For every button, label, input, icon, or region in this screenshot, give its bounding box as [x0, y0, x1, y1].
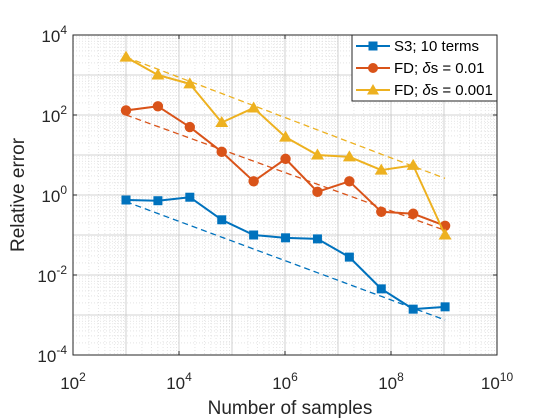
x-tick-label-base: 10 [378, 374, 397, 393]
legend-marker-square [368, 41, 378, 51]
data-point-square [408, 304, 418, 314]
x-tick-label-exponent: 4 [185, 370, 192, 384]
legend-item-fd-001[interactable]: FD; δs = 0.01 [356, 60, 484, 77]
y-tick-label-base: 10 [41, 187, 60, 206]
data-point-square [376, 284, 386, 294]
x-tick-label-exponent: 8 [397, 370, 404, 384]
data-point-circle [248, 176, 259, 187]
data-point-triangle [215, 115, 229, 127]
legend-label-s3: S3; 10 terms [394, 38, 479, 55]
x-tick-label-exponent: 2 [79, 370, 86, 384]
y-tick-label-base: 10 [41, 107, 60, 126]
y-tick-label-exponent: 4 [60, 23, 67, 37]
data-point-triangle [119, 50, 133, 62]
data-point-circle [312, 186, 323, 198]
data-point-triangle [247, 101, 261, 113]
trend-line-2 [125, 114, 446, 232]
legend-label-fd-0001: FD; δs = 0.001 [394, 82, 493, 99]
x-tick-label-base: 10 [481, 374, 500, 393]
data-point-circle [216, 146, 227, 158]
y-axis-title: Relative error [8, 137, 29, 252]
data-point-square [440, 302, 450, 312]
legend-label-fd-0001-prefix: FD; [394, 82, 422, 99]
y-tick-label-base: 10 [37, 267, 56, 286]
x-tick-label-base: 10 [166, 374, 185, 393]
legend-label-fd-001-delta: δ [422, 60, 431, 77]
legend-label-fd-0001-delta: δ [422, 82, 431, 99]
y-tick-label-base: 10 [41, 27, 60, 46]
series-1 [121, 192, 450, 314]
legend-item-fd-0001[interactable]: FD; δs = 0.001 [356, 82, 493, 99]
legend[interactable]: S3; 10 terms FD; δs = 0.01 FD; δs = 0.00… [351, 34, 498, 102]
data-point-circle [344, 176, 355, 187]
y-tick-label-exponent: 2 [60, 103, 67, 117]
data-series [119, 50, 452, 314]
data-point-square [121, 195, 131, 205]
data-point-circle [407, 208, 419, 219]
legend-marker-triangle [367, 84, 379, 95]
data-point-circle [376, 206, 387, 218]
data-point-square [185, 192, 195, 202]
data-point-triangle [438, 228, 452, 240]
y-tick-label-base: 10 [37, 347, 56, 366]
x-tick-label: 1010 [481, 370, 514, 393]
trend-lines [125, 56, 446, 321]
x-tick-label: 102 [60, 370, 86, 393]
x-tick-label-base: 10 [272, 374, 291, 393]
data-point-triangle [374, 163, 388, 175]
data-point-square [217, 215, 227, 225]
legend-label-fd-0001-suffix: s = 0.001 [431, 82, 493, 99]
y-tick-label-exponent: 0 [60, 183, 67, 197]
legend-label-fd-001: FD; δs = 0.01 [394, 60, 484, 77]
trend-line-3 [125, 56, 446, 180]
data-point-triangle [406, 158, 420, 170]
data-point-circle [152, 101, 164, 112]
legend-marker-circle [368, 63, 378, 73]
data-point-circle [184, 121, 196, 133]
data-point-triangle [183, 77, 197, 89]
legend-label-fd-001-prefix: FD; [394, 60, 422, 77]
data-point-circle [120, 105, 132, 116]
series-3 [119, 50, 452, 240]
trend-line-1 [125, 201, 446, 321]
data-point-square [153, 196, 163, 206]
data-point-square [249, 230, 259, 240]
x-tick-label-base: 10 [60, 374, 79, 393]
y-tick-label: 10-4 [37, 343, 67, 366]
data-point-triangle [151, 68, 165, 80]
legend-label-fd-001-suffix: s = 0.01 [431, 60, 485, 77]
data-point-square [281, 233, 291, 243]
data-point-square [312, 234, 322, 244]
legend-item-s3[interactable]: S3; 10 terms [356, 38, 479, 55]
y-tick-label: 104 [41, 23, 67, 46]
y-tick-label: 102 [41, 103, 67, 126]
y-tick-label: 10-2 [37, 263, 67, 286]
data-point-triangle [342, 150, 356, 162]
data-point-square [344, 252, 354, 262]
y-tick-label: 100 [41, 183, 67, 206]
x-tick-label-exponent: 6 [291, 370, 298, 384]
series-2 [120, 101, 451, 231]
x-tick-label-exponent: 10 [500, 370, 514, 384]
y-tick-label-exponent: -4 [56, 343, 67, 357]
data-point-triangle [310, 148, 324, 160]
x-axis-title: Number of samples [208, 398, 373, 419]
x-tick-label: 104 [166, 370, 192, 393]
data-point-circle [280, 153, 291, 165]
data-point-triangle [279, 130, 293, 142]
x-tick-label: 108 [378, 370, 404, 393]
x-tick-label: 106 [272, 370, 298, 393]
y-tick-label-exponent: -2 [56, 263, 67, 277]
